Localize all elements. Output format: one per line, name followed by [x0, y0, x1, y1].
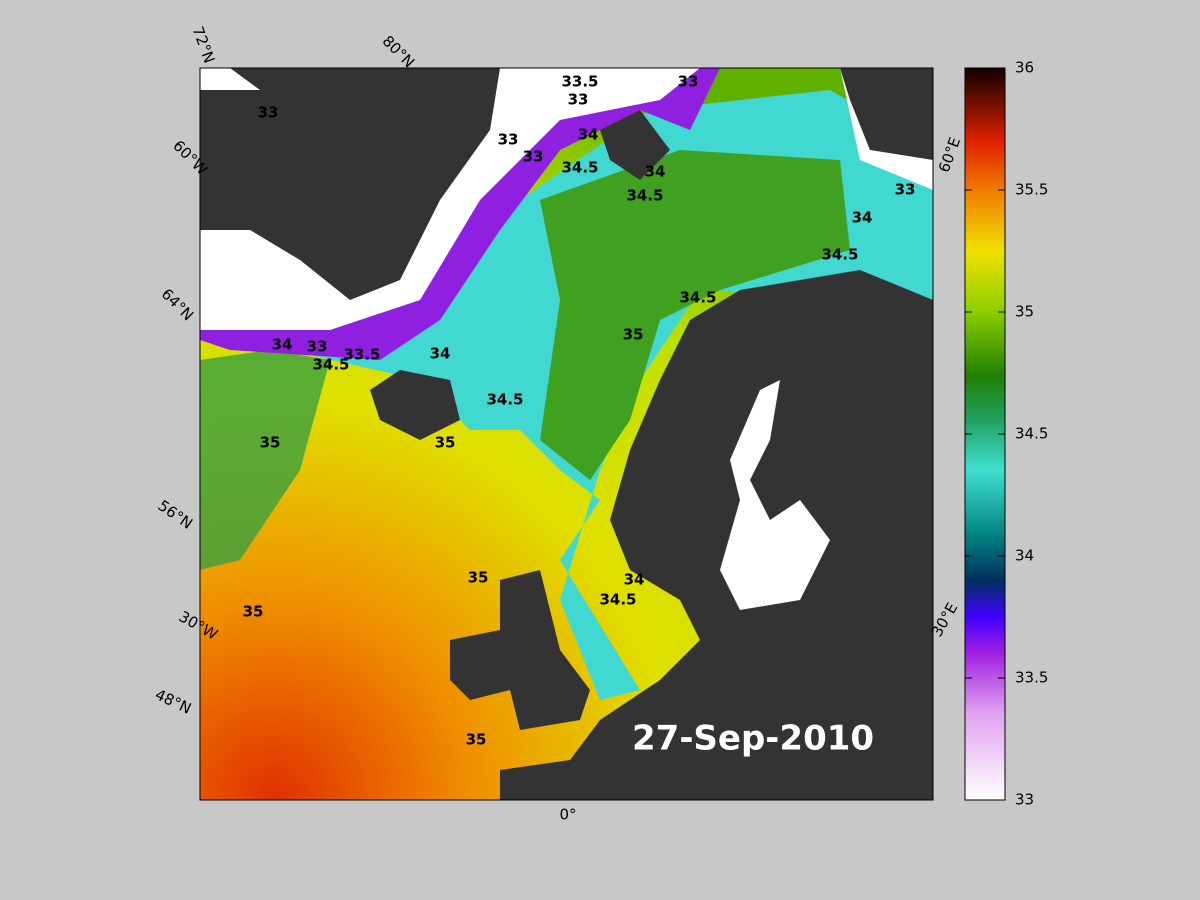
map-frame [199, 67, 934, 801]
contour-label: 35 [435, 434, 456, 452]
contour-label: 34 [430, 345, 451, 363]
contour-label: 34.5 [626, 187, 663, 205]
colorbar-tick-label: 35 [1015, 303, 1034, 321]
sea-west [200, 350, 330, 570]
contour-label: 33 [498, 131, 519, 149]
contour-label: 34.5 [679, 289, 716, 307]
sea-green [540, 150, 850, 480]
colorbar-tick-label: 36 [1015, 59, 1034, 77]
grid-label: 64°N [158, 285, 197, 324]
contour-label: 33.5 [343, 346, 380, 364]
contour-label: 34 [272, 336, 293, 354]
contour-label: 34 [624, 571, 645, 589]
contour-label: 34.5 [561, 159, 598, 177]
contour-label: 35 [623, 326, 644, 344]
grid-label: 48°N [152, 685, 194, 717]
grid-label: 60°E [935, 135, 964, 175]
colorbar-tick-label: 34 [1015, 547, 1034, 565]
contour-label: 33 [307, 338, 328, 356]
contour-label: 35 [260, 434, 281, 452]
contour-label: 35 [468, 569, 489, 587]
contour-label: 34.5 [312, 356, 349, 374]
grid-label: 56°N [155, 496, 196, 532]
colorbar-tick-label: 35.5 [1015, 181, 1048, 199]
colorbar-tick-label: 33 [1015, 791, 1034, 809]
map [200, 68, 933, 800]
contour-label: 33 [258, 104, 279, 122]
grid-label: 0° [559, 806, 576, 824]
colorbar-tick-label: 34.5 [1015, 425, 1048, 443]
contour-label: 35 [466, 731, 487, 749]
contour-label: 34 [578, 126, 599, 144]
contour-label: 33 [523, 148, 544, 166]
contour-label: 34.5 [821, 246, 858, 264]
contour-label: 33 [678, 73, 699, 91]
land [200, 68, 933, 800]
grid-label: 72°N [189, 24, 219, 66]
contour-label: 34 [645, 163, 666, 181]
date-label: 27-Sep-2010 [632, 719, 874, 759]
contour-label: 33 [895, 181, 916, 199]
contour-label: 34.5 [599, 591, 636, 609]
contour-label: 34.5 [486, 391, 523, 409]
contour-label: 33 [568, 91, 589, 109]
baltic [720, 380, 830, 610]
colorbar-tick-label: 33.5 [1015, 669, 1048, 687]
contour-label: 33.5 [561, 73, 598, 91]
contour-label: 35 [243, 603, 264, 621]
contour-label: 34 [852, 209, 873, 227]
grid-label: 80°N [379, 32, 418, 71]
